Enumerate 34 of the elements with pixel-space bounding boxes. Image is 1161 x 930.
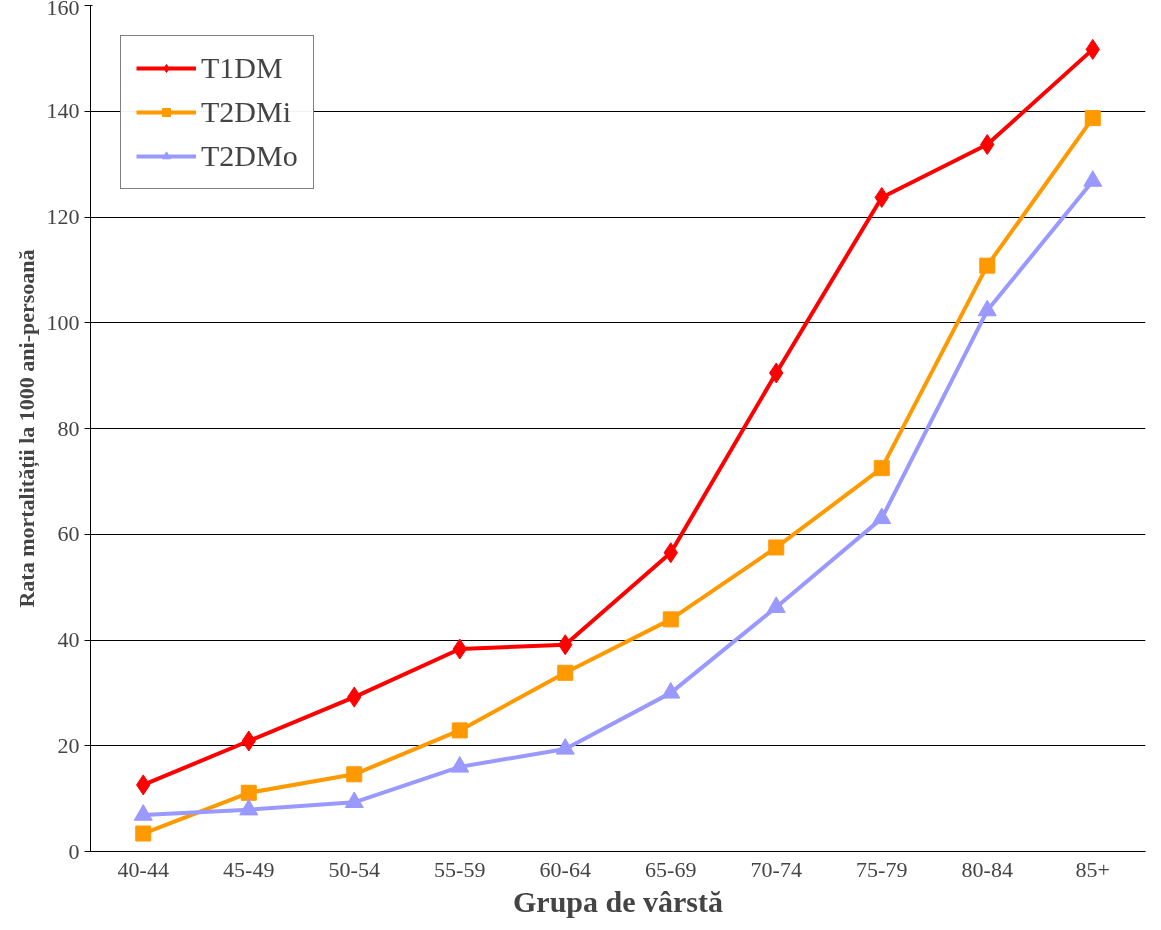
point: [557, 664, 574, 681]
legend-label: T2DMi: [201, 95, 291, 129]
y-tick-label: 60: [57, 521, 80, 547]
y-tick-label: 100: [46, 309, 80, 335]
x-tick-label: 45-49: [223, 856, 275, 882]
point: [979, 257, 996, 274]
legend-label: T1DM: [201, 51, 283, 85]
legend-label: T2DMo: [201, 139, 298, 173]
point: [1084, 110, 1101, 127]
y-tick-label: 120: [46, 204, 80, 229]
point: [240, 784, 257, 801]
point: [662, 611, 679, 628]
x-tick-label: 40-44: [117, 856, 169, 882]
x-axis-title: Grupa de vârstă: [513, 884, 723, 918]
y-tick-label: 40: [57, 627, 80, 652]
y-tick-label: 20: [57, 732, 80, 758]
x-tick-label: 60-64: [539, 856, 591, 882]
x-tick-label: 85+: [1075, 856, 1110, 882]
x-tick-label: 55-59: [434, 856, 486, 882]
x-tick-label: 65-69: [645, 856, 697, 882]
y-axis-title: Rata mortalității la 1000 ani-persoană: [13, 249, 40, 608]
y-tick-label: 80: [57, 415, 80, 441]
y-tick-label: 160: [46, 0, 80, 20]
point: [346, 766, 363, 783]
x-tick-label: 50-54: [328, 856, 380, 882]
y-tick-label: 140: [46, 98, 80, 124]
x-tick-label: 70-74: [750, 856, 802, 882]
x-tick-label: 75-79: [856, 856, 908, 882]
x-tick-label: 80-84: [961, 856, 1013, 882]
y-tick-label: 0: [68, 838, 80, 864]
point: [873, 460, 890, 477]
point: [451, 722, 468, 739]
point: [768, 539, 785, 556]
point: [135, 825, 152, 842]
